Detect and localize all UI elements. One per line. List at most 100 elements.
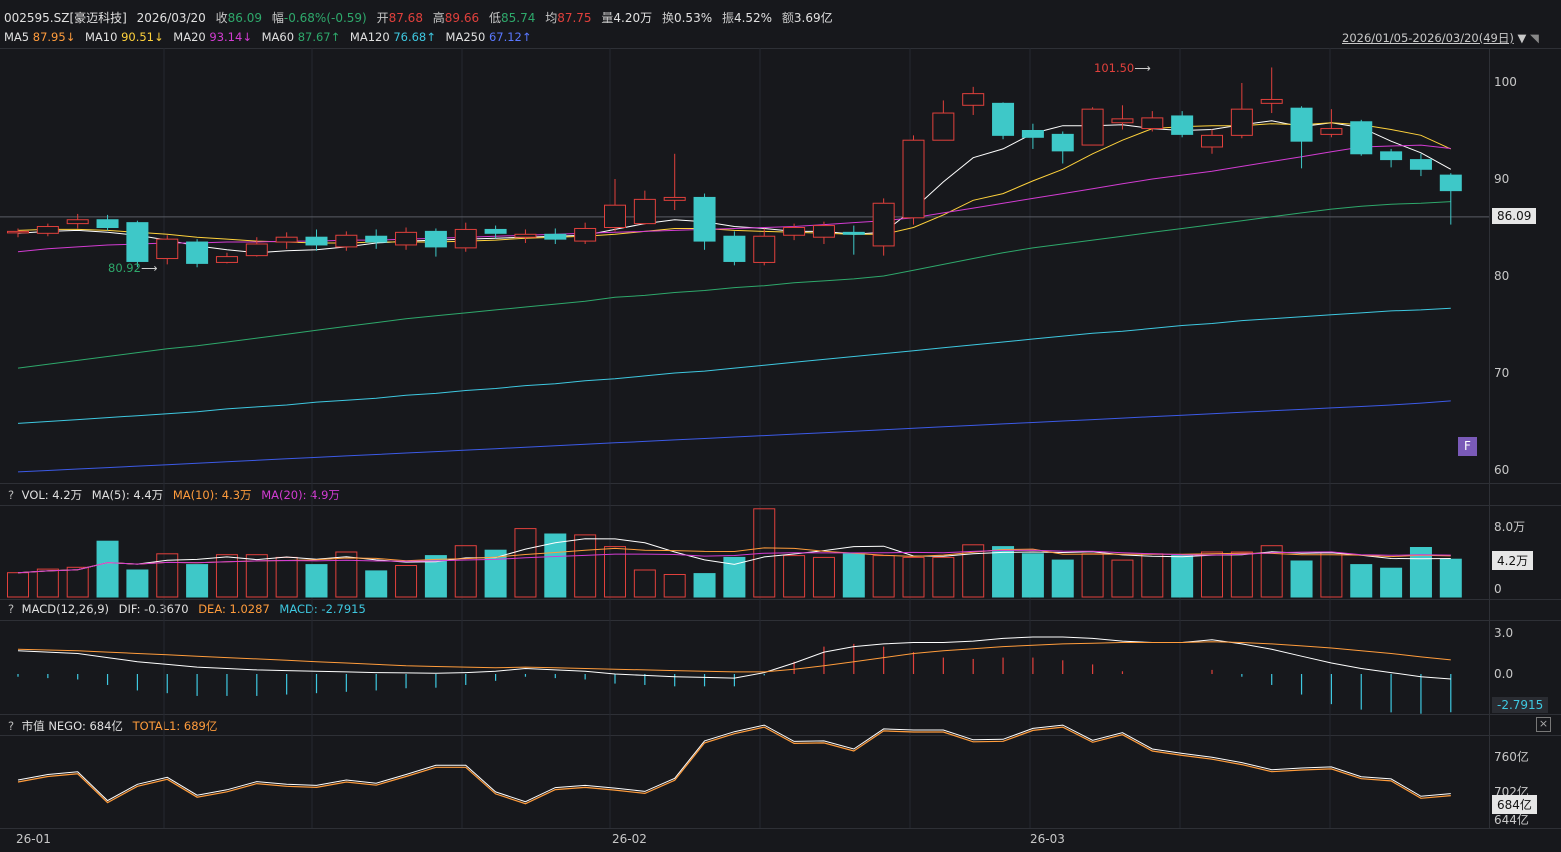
ma-legend: MA5 87.95↓ MA10 90.51↓ MA20 93.14↓ MA60 …	[4, 30, 538, 44]
volume-bar	[1290, 560, 1313, 598]
candle	[992, 102, 1015, 136]
macd-tick: 0.0	[1494, 667, 1514, 681]
cap-title: 市值	[21, 719, 45, 733]
vol-label: 量	[601, 11, 614, 25]
macd-dea: DEA: 1.0287	[198, 602, 270, 616]
divider	[0, 620, 1561, 621]
ma-line-ma10	[17, 122, 1452, 244]
volume-bar	[1380, 567, 1403, 598]
candle	[633, 198, 656, 225]
candle	[693, 196, 716, 242]
vol-current: VOL: 4.2万	[21, 488, 83, 502]
volume-bar	[7, 572, 29, 598]
divider	[0, 505, 1561, 506]
candle	[514, 233, 537, 238]
cap-help-icon[interactable]: ?	[7, 719, 15, 733]
candle	[1290, 107, 1313, 142]
close-icon[interactable]: ×	[1536, 717, 1551, 732]
candle	[1111, 118, 1134, 124]
macd-dif: DIF: -0.3670	[118, 602, 189, 616]
candle	[932, 112, 955, 141]
candle	[395, 231, 418, 246]
candle	[753, 235, 776, 263]
amount-value: 3.69亿	[793, 11, 833, 25]
candle	[96, 219, 119, 229]
amp-label: 振	[721, 11, 734, 25]
date-range-text[interactable]: 2026/01/05-2026/03/20(49日)	[1342, 31, 1514, 45]
candle	[574, 227, 597, 242]
candle	[1409, 159, 1432, 170]
volume-bar	[1111, 559, 1134, 598]
volume-bar	[96, 540, 119, 598]
volume-bar	[1320, 552, 1343, 598]
candle	[156, 238, 179, 260]
x-label: 26-03	[1030, 832, 1065, 846]
cap-total-line	[17, 724, 1451, 803]
price-tick: 80	[1494, 269, 1510, 283]
candle	[335, 234, 358, 248]
price-tick: 70	[1494, 366, 1510, 380]
macd-help-icon[interactable]: ?	[7, 602, 15, 616]
candle	[66, 219, 89, 225]
turnover-value: 0.53%	[673, 11, 713, 25]
divider	[0, 599, 1561, 600]
cap-legend: ? 市值 NEGO: 684亿 TOTAL1: 689亿	[4, 718, 223, 734]
macd-dif-line	[17, 636, 1451, 680]
range-dropdown-icon[interactable]: ▼	[1517, 31, 1527, 45]
candle	[812, 225, 835, 238]
volume-bar	[1141, 553, 1164, 598]
cap-nego: NEGO: 684亿	[48, 719, 123, 733]
volume-bar	[1439, 558, 1462, 598]
range-expand-icon[interactable]: ◥	[1530, 31, 1539, 45]
candle	[872, 202, 895, 247]
amp-value: 4.52%	[733, 11, 773, 25]
open-value: 87.68	[388, 11, 423, 25]
ma-line-ma120	[17, 307, 1451, 424]
volume-bar	[842, 553, 865, 598]
low-annotation: 80.92⟶	[108, 261, 158, 275]
ma20-label: MA20	[173, 30, 206, 44]
volume-bar	[215, 554, 238, 598]
macd-current-tag: -2.7915	[1492, 697, 1549, 713]
candle	[365, 235, 388, 243]
f-badge[interactable]: F	[1458, 437, 1477, 456]
ma10-label: MA10	[84, 30, 118, 44]
quote-date: 2026/03/20	[136, 11, 206, 25]
vol-tick: 8.0万	[1494, 520, 1526, 534]
volume-bar	[723, 556, 746, 598]
date-range[interactable]: 2026/01/05-2026/03/20(49日) ▼ ◥	[1342, 30, 1539, 46]
ma120-value: 76.68↑	[393, 30, 436, 44]
amount-label: 额	[781, 11, 794, 25]
ma-line-ma60	[17, 201, 1451, 369]
low-label: 低	[488, 11, 501, 25]
candle	[36, 226, 59, 234]
ma60-label: MA60	[261, 30, 295, 44]
volume-bar	[604, 546, 626, 598]
volume-bar	[275, 556, 298, 598]
volume-bar	[395, 565, 418, 598]
candle	[245, 243, 268, 257]
volume-bar	[693, 573, 716, 598]
cap-total: TOTAL1: 689亿	[132, 719, 218, 733]
candle	[723, 235, 746, 262]
avg-value: 87.75	[557, 11, 592, 25]
volume-bar	[663, 574, 686, 598]
ma20-value: 93.14↓	[209, 30, 252, 44]
candle	[126, 222, 149, 262]
ma-line-ma250	[17, 400, 1451, 473]
vol-help-icon[interactable]: ?	[7, 488, 15, 502]
volume-bar	[66, 566, 89, 598]
volume-bar	[454, 545, 477, 598]
candle	[1230, 108, 1253, 136]
avg-label: 均	[545, 11, 558, 25]
candle	[305, 236, 328, 246]
volume-bar	[186, 564, 209, 598]
volume-bar	[544, 533, 567, 598]
volume-bar	[1081, 553, 1104, 598]
price-tick: 60	[1494, 463, 1510, 477]
candle	[215, 256, 238, 263]
candle	[663, 196, 686, 201]
volume-bar	[514, 528, 537, 598]
volume-bar	[574, 534, 597, 598]
